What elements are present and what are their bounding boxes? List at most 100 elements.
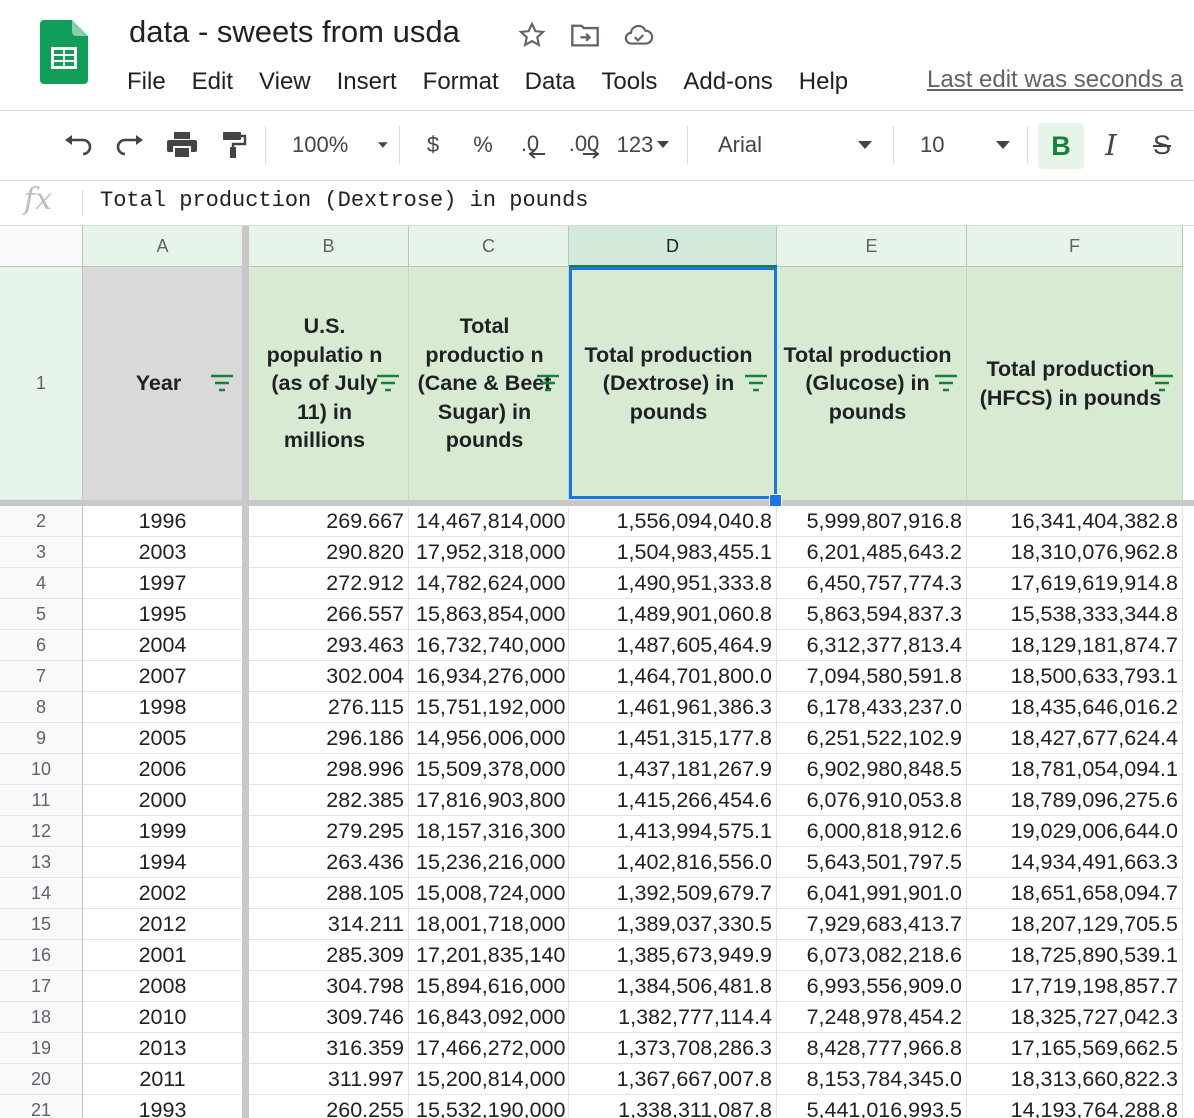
row-header[interactable]: 3 — [0, 537, 83, 568]
table-cell[interactable]: 6,993,556,909.0 — [777, 971, 967, 1002]
table-cell[interactable]: 6,902,980,848.5 — [777, 754, 967, 785]
table-cell[interactable]: 14,956,006,000 — [409, 723, 569, 754]
decrease-decimal-button[interactable]: .0 — [512, 127, 548, 163]
table-cell[interactable]: 1,461,961,386.3 — [569, 692, 777, 723]
table-cell[interactable]: 2000 — [83, 785, 243, 816]
table-cell[interactable]: 2001 — [83, 940, 243, 971]
table-cell[interactable]: 293.463 — [249, 630, 409, 661]
header-cell-f[interactable]: Total production (HFCS) in pounds — [967, 267, 1183, 500]
column-header-c[interactable]: C — [409, 226, 569, 267]
table-cell[interactable]: 2008 — [83, 971, 243, 1002]
format-percent-button[interactable]: % — [473, 132, 493, 157]
table-cell[interactable]: 298.996 — [249, 754, 409, 785]
table-cell[interactable]: 1,367,667,007.8 — [569, 1064, 777, 1095]
row-header[interactable]: 20 — [0, 1064, 83, 1095]
header-cell-c[interactable]: Total productio n (Cane & Beet Sugar) in… — [409, 267, 569, 500]
frozen-row-divider[interactable] — [0, 500, 1194, 506]
last-edit-link[interactable]: Last edit was seconds a — [927, 66, 1184, 93]
table-cell[interactable]: 263.436 — [249, 847, 409, 878]
cloud-status-icon[interactable] — [624, 20, 654, 50]
table-cell[interactable]: 7,094,580,591.8 — [777, 661, 967, 692]
table-cell[interactable]: 1,556,094,040.8 — [569, 506, 777, 537]
table-cell[interactable]: 302.004 — [249, 661, 409, 692]
table-cell[interactable]: 17,816,903,800 — [409, 785, 569, 816]
google-sheets-logo-icon[interactable] — [40, 20, 88, 84]
table-cell[interactable]: 314.211 — [249, 909, 409, 940]
menu-view[interactable]: View — [259, 68, 311, 95]
table-cell[interactable]: 5,643,501,797.5 — [777, 847, 967, 878]
table-cell[interactable]: 272.912 — [249, 568, 409, 599]
table-cell[interactable]: 14,782,624,000 — [409, 568, 569, 599]
table-cell[interactable]: 1996 — [83, 506, 243, 537]
table-cell[interactable]: 1,489,901,060.8 — [569, 599, 777, 630]
table-cell[interactable]: 15,538,333,344.8 — [967, 599, 1183, 630]
row-header[interactable]: 17 — [0, 971, 83, 1002]
table-cell[interactable]: 17,952,318,000 — [409, 537, 569, 568]
table-cell[interactable]: 6,312,377,813.4 — [777, 630, 967, 661]
filter-icon[interactable] — [934, 373, 958, 393]
table-cell[interactable]: 8,428,777,966.8 — [777, 1033, 967, 1064]
table-cell[interactable]: 15,008,724,000 — [409, 878, 569, 909]
table-cell[interactable]: 15,236,216,000 — [409, 847, 569, 878]
table-cell[interactable]: 17,201,835,140 — [409, 940, 569, 971]
column-header-a[interactable]: A — [83, 226, 243, 267]
column-header-e[interactable]: E — [777, 226, 967, 267]
menu-tools[interactable]: Tools — [601, 68, 658, 95]
table-cell[interactable]: 17,466,272,000 — [409, 1033, 569, 1064]
table-cell[interactable]: 2010 — [83, 1002, 243, 1033]
table-cell[interactable]: 7,248,978,454.2 — [777, 1002, 967, 1033]
table-cell[interactable]: 19,029,006,644.0 — [967, 816, 1183, 847]
table-cell[interactable]: 6,450,757,774.3 — [777, 568, 967, 599]
table-cell[interactable]: 311.997 — [249, 1064, 409, 1095]
strikethrough-button[interactable]: S — [1152, 129, 1171, 160]
table-cell[interactable]: 285.309 — [249, 940, 409, 971]
table-cell[interactable]: 15,200,814,000 — [409, 1064, 569, 1095]
table-cell[interactable]: 2004 — [83, 630, 243, 661]
table-cell[interactable]: 260.255 — [249, 1095, 409, 1118]
table-cell[interactable]: 6,251,522,102.9 — [777, 723, 967, 754]
table-cell[interactable]: 14,934,491,663.3 — [967, 847, 1183, 878]
table-cell[interactable]: 279.295 — [249, 816, 409, 847]
table-cell[interactable]: 2007 — [83, 661, 243, 692]
select-all-corner[interactable] — [0, 226, 83, 267]
row-header[interactable]: 21 — [0, 1095, 83, 1118]
table-cell[interactable]: 2011 — [83, 1064, 243, 1095]
document-title[interactable]: data - sweets from usda — [129, 14, 460, 49]
table-cell[interactable]: 282.385 — [249, 785, 409, 816]
table-cell[interactable]: 18,435,646,016.2 — [967, 692, 1183, 723]
table-cell[interactable]: 6,000,818,912.6 — [777, 816, 967, 847]
menu-edit[interactable]: Edit — [191, 68, 234, 95]
table-cell[interactable]: 15,532,190,000 — [409, 1095, 569, 1118]
increase-decimal-button[interactable]: .00 — [562, 127, 606, 163]
row-header[interactable]: 12 — [0, 816, 83, 847]
table-cell[interactable]: 296.186 — [249, 723, 409, 754]
table-cell[interactable]: 2006 — [83, 754, 243, 785]
format-currency-button[interactable]: $ — [426, 132, 440, 157]
print-icon[interactable] — [162, 127, 202, 163]
table-cell[interactable]: 16,732,740,000 — [409, 630, 569, 661]
bold-button[interactable]: B — [1038, 123, 1084, 169]
table-cell[interactable]: 18,207,129,705.5 — [967, 909, 1183, 940]
table-cell[interactable]: 1,451,315,177.8 — [569, 723, 777, 754]
table-cell[interactable]: 17,165,569,662.5 — [967, 1033, 1183, 1064]
table-cell[interactable]: 8,153,784,345.0 — [777, 1064, 967, 1095]
table-cell[interactable]: 1998 — [83, 692, 243, 723]
row-header[interactable]: 7 — [0, 661, 83, 692]
table-cell[interactable]: 288.105 — [249, 878, 409, 909]
table-cell[interactable]: 18,129,181,874.7 — [967, 630, 1183, 661]
row-header[interactable]: 4 — [0, 568, 83, 599]
row-header[interactable]: 9 — [0, 723, 83, 754]
table-cell[interactable]: 1,464,701,800.0 — [569, 661, 777, 692]
table-cell[interactable]: 1,504,983,455.1 — [569, 537, 777, 568]
table-cell[interactable]: 17,619,619,914.8 — [967, 568, 1183, 599]
frozen-column-divider[interactable] — [242, 226, 249, 1118]
table-cell[interactable]: 15,751,192,000 — [409, 692, 569, 723]
table-cell[interactable]: 1995 — [83, 599, 243, 630]
table-cell[interactable]: 1,413,994,575.1 — [569, 816, 777, 847]
table-cell[interactable]: 14,193,764,288.8 — [967, 1095, 1183, 1118]
row-header[interactable]: 8 — [0, 692, 83, 723]
table-cell[interactable]: 6,073,082,218.6 — [777, 940, 967, 971]
menu-data[interactable]: Data — [524, 68, 576, 95]
table-cell[interactable]: 1,487,605,464.9 — [569, 630, 777, 661]
table-cell[interactable]: 309.746 — [249, 1002, 409, 1033]
